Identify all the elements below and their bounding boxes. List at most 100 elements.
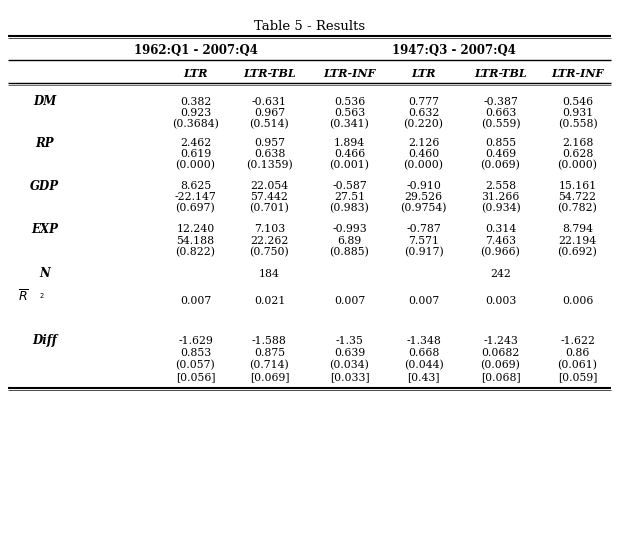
Text: 0.663: 0.663 — [485, 108, 516, 117]
Text: EXP: EXP — [31, 223, 58, 236]
Text: 0.460: 0.460 — [408, 149, 439, 159]
Text: LTR: LTR — [411, 68, 436, 79]
Text: 0.536: 0.536 — [334, 97, 365, 107]
Text: (0.917): (0.917) — [404, 247, 443, 257]
Text: 1.894: 1.894 — [334, 138, 365, 148]
Text: -1.35: -1.35 — [335, 336, 363, 345]
Text: (0.701): (0.701) — [249, 203, 290, 214]
Text: LTR-TBL: LTR-TBL — [474, 68, 527, 79]
Text: (0.034): (0.034) — [329, 360, 370, 370]
Text: 22.054: 22.054 — [250, 181, 288, 191]
Text: [0.43]: [0.43] — [407, 372, 439, 382]
Text: 8.794: 8.794 — [562, 225, 593, 234]
Text: (0.061): (0.061) — [558, 360, 597, 370]
Text: -1.629: -1.629 — [178, 336, 213, 345]
Text: (0.966): (0.966) — [480, 247, 521, 257]
Text: 0.853: 0.853 — [180, 348, 211, 358]
Text: 31.266: 31.266 — [482, 192, 520, 202]
Text: (0.001): (0.001) — [329, 160, 370, 170]
Text: 0.957: 0.957 — [254, 138, 285, 148]
Text: Table 5 - Results: Table 5 - Results — [254, 20, 365, 33]
Text: [0.069]: [0.069] — [249, 372, 289, 382]
Text: [0.068]: [0.068] — [481, 372, 521, 382]
Text: 29.526: 29.526 — [404, 192, 443, 202]
Text: 0.777: 0.777 — [408, 97, 439, 107]
Text: (0.057): (0.057) — [176, 360, 215, 370]
Text: (0.220): (0.220) — [404, 119, 443, 129]
Text: 12.240: 12.240 — [176, 225, 215, 234]
Text: 22.262: 22.262 — [250, 235, 288, 245]
Text: 0.007: 0.007 — [408, 296, 439, 306]
Text: -0.631: -0.631 — [252, 97, 287, 107]
Text: 0.546: 0.546 — [562, 97, 593, 107]
Text: (0.782): (0.782) — [558, 203, 597, 214]
Text: 0.86: 0.86 — [565, 348, 590, 358]
Text: 0.967: 0.967 — [254, 108, 285, 117]
Text: (0.822): (0.822) — [176, 247, 215, 257]
Text: [0.033]: [0.033] — [330, 372, 370, 382]
Text: (0.000): (0.000) — [176, 160, 215, 170]
Text: (0.983): (0.983) — [329, 203, 370, 214]
Text: 2.168: 2.168 — [562, 138, 593, 148]
Text: -1.588: -1.588 — [252, 336, 287, 345]
Text: (0.934): (0.934) — [481, 203, 521, 214]
Text: (0.1359): (0.1359) — [246, 160, 293, 170]
Text: 0.563: 0.563 — [334, 108, 365, 117]
Text: 0.639: 0.639 — [334, 348, 365, 358]
Text: -1.243: -1.243 — [483, 336, 518, 345]
Text: 2.558: 2.558 — [485, 181, 516, 191]
Text: N: N — [39, 267, 50, 281]
Text: (0.3684): (0.3684) — [172, 119, 219, 129]
Text: (0.069): (0.069) — [480, 360, 521, 370]
Text: -0.387: -0.387 — [483, 97, 518, 107]
Text: -0.587: -0.587 — [332, 181, 367, 191]
Text: (0.000): (0.000) — [558, 160, 597, 170]
Text: (0.559): (0.559) — [481, 119, 521, 129]
Text: 6.89: 6.89 — [337, 235, 361, 245]
Text: -1.622: -1.622 — [560, 336, 595, 345]
Text: LTR-INF: LTR-INF — [552, 68, 604, 79]
Text: 242: 242 — [490, 269, 511, 279]
Text: RP: RP — [35, 137, 54, 150]
Text: 22.194: 22.194 — [558, 235, 597, 245]
Text: (0.885): (0.885) — [329, 247, 370, 257]
Text: 0.003: 0.003 — [485, 296, 516, 306]
Text: 0.021: 0.021 — [254, 296, 285, 306]
Text: 0.923: 0.923 — [180, 108, 211, 117]
Text: (0.000): (0.000) — [404, 160, 443, 170]
Text: 15.161: 15.161 — [558, 181, 597, 191]
Text: 184: 184 — [259, 269, 280, 279]
Text: -0.787: -0.787 — [406, 225, 441, 234]
Text: (0.558): (0.558) — [558, 119, 597, 129]
Text: 0.632: 0.632 — [408, 108, 439, 117]
Text: 0.628: 0.628 — [562, 149, 593, 159]
Text: [0.056]: [0.056] — [176, 372, 215, 382]
Text: 0.006: 0.006 — [562, 296, 593, 306]
Text: 2.126: 2.126 — [408, 138, 439, 148]
Text: 0.638: 0.638 — [254, 149, 285, 159]
Text: $^2$: $^2$ — [38, 295, 45, 304]
Text: 7.571: 7.571 — [408, 235, 439, 245]
Text: 0.875: 0.875 — [254, 348, 285, 358]
Text: 0.469: 0.469 — [485, 149, 516, 159]
Text: 7.463: 7.463 — [485, 235, 516, 245]
Text: 2.462: 2.462 — [180, 138, 211, 148]
Text: 7.103: 7.103 — [254, 225, 285, 234]
Text: (0.692): (0.692) — [558, 247, 597, 257]
Text: -1.348: -1.348 — [406, 336, 441, 345]
Text: (0.341): (0.341) — [329, 119, 370, 129]
Text: 0.466: 0.466 — [334, 149, 365, 159]
Text: 0.668: 0.668 — [408, 348, 439, 358]
Text: GDP: GDP — [30, 179, 59, 192]
Text: 8.625: 8.625 — [180, 181, 211, 191]
Text: 1947:Q3 - 2007:Q4: 1947:Q3 - 2007:Q4 — [392, 44, 516, 57]
Text: -0.993: -0.993 — [332, 225, 367, 234]
Text: 0.855: 0.855 — [485, 138, 516, 148]
Text: LTR: LTR — [183, 68, 208, 79]
Text: 0.314: 0.314 — [485, 225, 516, 234]
Text: 0.619: 0.619 — [180, 149, 211, 159]
Text: -0.910: -0.910 — [406, 181, 441, 191]
Text: 57.442: 57.442 — [251, 192, 288, 202]
Text: (0.9754): (0.9754) — [400, 203, 447, 214]
Text: 27.51: 27.51 — [334, 192, 365, 202]
